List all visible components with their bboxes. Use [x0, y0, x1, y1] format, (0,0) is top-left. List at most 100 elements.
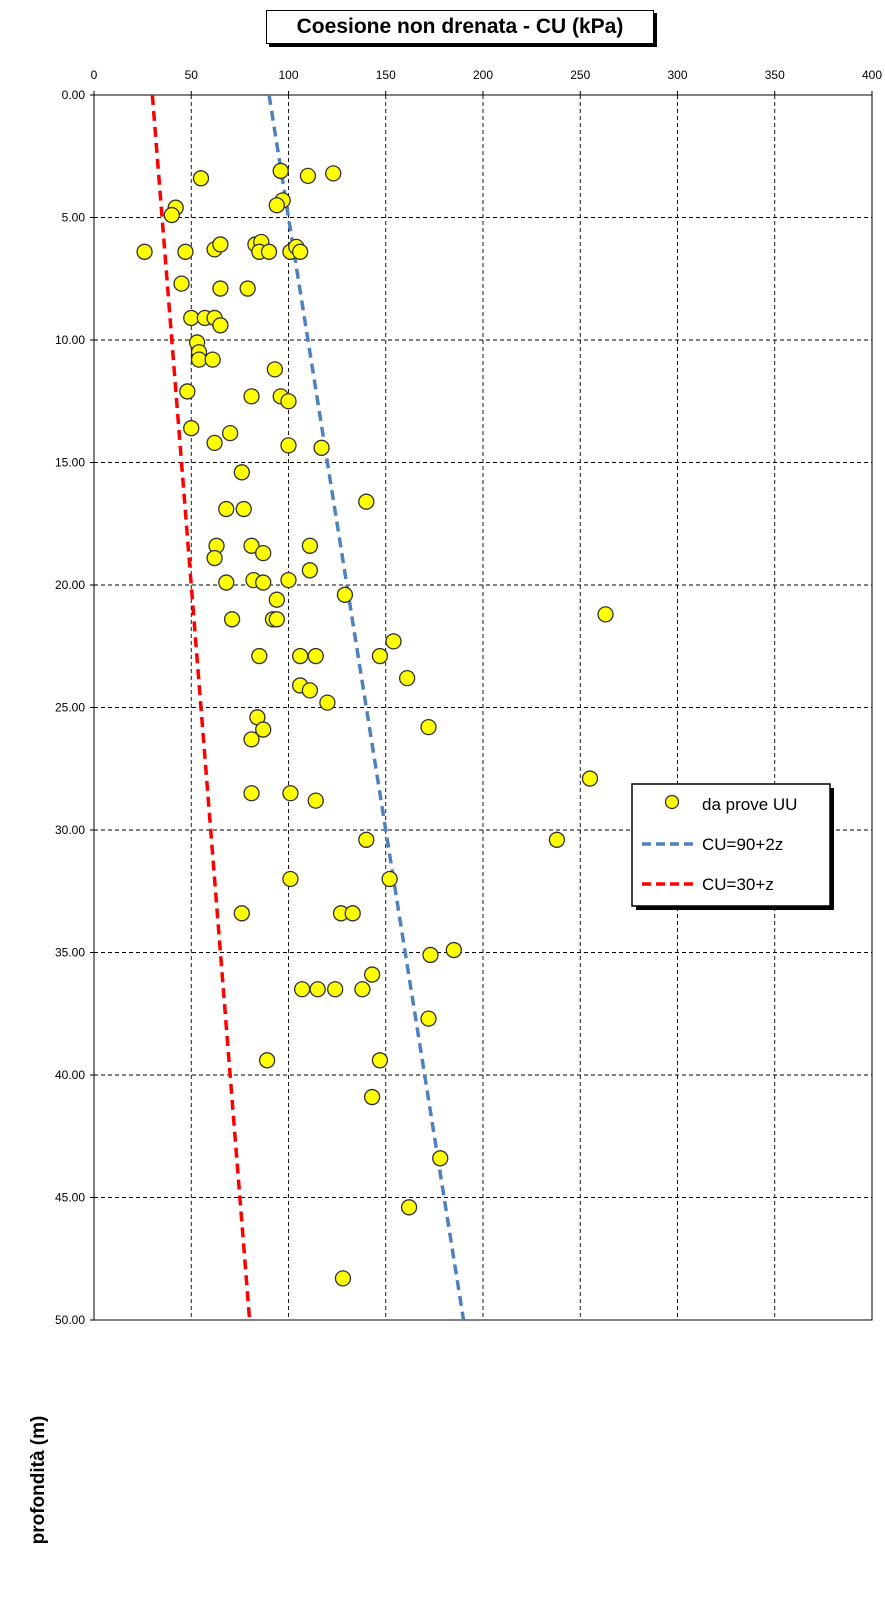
data-point	[268, 197, 285, 214]
data-point	[268, 611, 285, 628]
data-point	[212, 236, 229, 253]
data-point	[204, 351, 221, 368]
data-point	[206, 549, 223, 567]
legend-label: CU=90+2z	[702, 835, 783, 854]
data-point	[445, 941, 462, 959]
y-tick-label: 35.00	[55, 946, 85, 960]
data-point	[255, 721, 272, 738]
series-lines	[150, 94, 466, 1321]
data-point	[344, 905, 361, 922]
data-point	[400, 1199, 418, 1216]
data-point	[192, 170, 210, 187]
x-tick-label: 300	[667, 68, 687, 82]
y-tick-label: 0.00	[62, 88, 86, 102]
data-point	[173, 275, 190, 292]
data-point	[280, 571, 297, 589]
y-tick-labels: 0.00 5.00 10.00 15.00 20.00 25.00 30.00 35.00 40…	[55, 88, 85, 1327]
data-point	[282, 870, 299, 888]
data-point	[301, 682, 319, 699]
data-point	[268, 591, 285, 608]
data-point	[260, 243, 278, 260]
data-point	[163, 206, 180, 224]
data-point	[190, 351, 208, 368]
y-tick-label: 15.00	[55, 456, 85, 470]
data-point	[136, 243, 153, 260]
data-point	[243, 785, 260, 802]
y-tick-label: 20.00	[55, 578, 85, 592]
x-tick-label: 200	[473, 68, 493, 82]
legend: da prove UU CU=90+2z CU=30+z	[631, 783, 834, 910]
data-point	[381, 870, 398, 888]
data-point	[206, 434, 223, 452]
data-point	[282, 785, 299, 802]
data-point	[292, 243, 309, 260]
data-point	[212, 317, 229, 334]
y-tick-label: 50.00	[55, 1313, 85, 1327]
x-tick-label: 250	[570, 68, 590, 82]
series-line	[150, 94, 252, 1321]
data-point	[432, 1150, 449, 1167]
data-point	[334, 1270, 352, 1287]
data-point	[358, 831, 375, 848]
y-tick-label: 10.00	[55, 333, 85, 347]
data-point	[255, 545, 272, 562]
data-point	[363, 1088, 381, 1106]
data-point	[313, 439, 330, 456]
data-point	[183, 420, 200, 437]
x-tick-label: 50	[185, 68, 199, 82]
chart-canvas: 0 50 100 150 200 250 300 350 400 0.00 5.00 10.00 15…	[55, 68, 883, 1327]
data-point	[354, 981, 371, 998]
data-point	[243, 388, 260, 405]
data-point	[266, 361, 284, 378]
x-tick-label: 150	[376, 68, 396, 82]
data-point	[272, 162, 289, 180]
data-point	[243, 537, 260, 554]
data-point	[371, 1052, 389, 1069]
chart-title: Coesione non drenata - CU (kPa)	[266, 10, 654, 44]
data-point	[307, 792, 324, 809]
y-tick-label: 40.00	[55, 1068, 85, 1082]
data-point	[212, 280, 229, 297]
legend-marker	[664, 794, 680, 810]
data-point	[309, 981, 326, 998]
y-tick-label: 30.00	[55, 823, 85, 837]
data-point	[292, 647, 309, 665]
legend-label: da prove UU	[702, 795, 797, 814]
data-point	[301, 562, 319, 579]
data-point	[371, 647, 389, 665]
data-point	[358, 493, 375, 510]
data-point	[422, 946, 439, 964]
data-point	[218, 574, 235, 591]
data-point	[280, 393, 297, 410]
data-point	[183, 309, 200, 327]
data-point	[327, 981, 344, 998]
x-tick-label: 350	[765, 68, 785, 82]
series-points	[136, 162, 614, 1287]
data-point	[293, 981, 311, 998]
x-tick-labels: 0 50 100 150 200 250 300 350 400	[91, 68, 883, 82]
data-point	[336, 586, 354, 603]
data-point	[548, 831, 566, 848]
data-point	[597, 606, 614, 623]
data-point	[233, 905, 250, 922]
data-point	[280, 437, 297, 454]
x-tick-label: 100	[278, 68, 298, 82]
data-point	[581, 770, 599, 787]
data-point	[301, 537, 319, 554]
x-tick-label: 400	[862, 68, 882, 82]
data-point	[363, 966, 381, 983]
data-point	[179, 383, 196, 400]
y-axis-label: profondità (m)	[28, 1415, 49, 1545]
grid	[90, 91, 873, 1321]
y-tick-label: 45.00	[55, 1191, 85, 1205]
data-point	[218, 500, 235, 518]
series-line	[267, 94, 466, 1321]
data-point	[235, 500, 252, 518]
data-point	[243, 731, 260, 748]
data-point	[319, 694, 336, 711]
data-point	[307, 647, 324, 665]
x-tick-label: 0	[91, 68, 98, 82]
data-point	[325, 165, 342, 182]
data-point	[398, 669, 416, 687]
data-point	[177, 243, 194, 260]
